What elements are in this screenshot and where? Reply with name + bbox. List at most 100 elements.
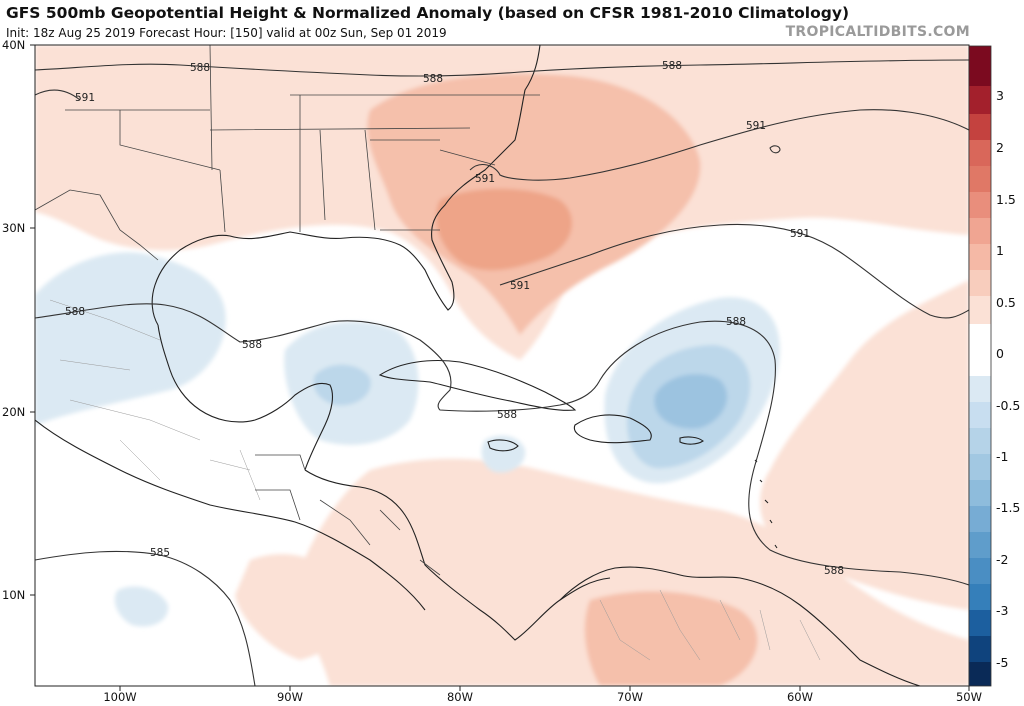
colorbar-label: -5 <box>996 655 1009 670</box>
lon-label: 50W <box>955 690 983 704</box>
warm-anomaly-caribbean <box>290 458 969 686</box>
south-america-borders <box>599 589 821 661</box>
us-state-lines <box>65 45 540 233</box>
colorbar <box>968 45 992 687</box>
colorbar-swatch <box>969 114 991 140</box>
colorbar-swatch <box>969 428 991 454</box>
colorbar-swatch <box>969 584 991 610</box>
lon-label: 60W <box>786 690 814 704</box>
colorbar-label: 1 <box>996 243 1004 258</box>
negative-anomaly-field <box>35 252 780 627</box>
contour-label: 588 <box>65 306 85 318</box>
contour-labels: 588 591 588 588 591 591 591 591 588 588 … <box>65 60 844 577</box>
colorbar-swatch <box>969 636 991 662</box>
mexico-pacific-coast <box>35 419 426 611</box>
central-america-borders <box>255 454 441 576</box>
us-mexico-border <box>35 189 159 261</box>
central-america-coast <box>304 469 611 641</box>
colorbar-label: 1.5 <box>996 192 1016 207</box>
lon-label: 80W <box>446 690 474 704</box>
contour-588-gulf <box>35 303 969 586</box>
colorbar-label: -1.5 <box>996 500 1021 515</box>
colorbar-swatch <box>969 218 991 244</box>
contour-588-north <box>35 59 969 77</box>
colorbar-swatch <box>969 166 991 192</box>
contour-label: 588 <box>242 339 262 351</box>
colorbar-label: 2 <box>996 140 1004 155</box>
mexico-state-lines <box>49 299 261 501</box>
contour-585-pacific <box>35 550 256 686</box>
colorbar-swatch <box>969 662 991 686</box>
contour-label: 591 <box>790 228 810 240</box>
warm-anomaly-pacific <box>235 554 353 660</box>
colorbar-label: -3 <box>996 603 1009 618</box>
lon-label: 100W <box>103 690 137 704</box>
colorbar-swatch <box>969 140 991 166</box>
colorbar-label: -0.5 <box>996 398 1021 413</box>
height-contours <box>35 59 969 686</box>
colorbar-label: 0.5 <box>996 295 1016 310</box>
colorbar-swatch <box>969 270 991 296</box>
contour-591-south <box>499 223 969 319</box>
colorbar-label: 3 <box>996 88 1004 103</box>
brand-watermark: TROPICALTIDBITS.COM <box>785 24 970 40</box>
cuba-outline <box>378 360 577 411</box>
colorbar-swatch <box>969 506 991 532</box>
contour-label: 591 <box>746 120 766 132</box>
colorbar-swatch <box>969 192 991 218</box>
us-gulf-atlantic-coast <box>151 45 541 326</box>
mexico-gulf-coast <box>157 324 334 471</box>
colorbar-swatch <box>969 402 991 428</box>
colorbar-frame <box>968 45 992 687</box>
positive-anomaly-field <box>35 45 969 686</box>
warm-anomaly-southamerica <box>584 591 758 686</box>
warm-anomaly-east <box>760 280 969 610</box>
lon-label: 70W <box>616 690 644 704</box>
contour-label: 588 <box>497 409 517 421</box>
contour-label: 588 <box>662 60 682 72</box>
cool-anomaly-pacific <box>114 586 169 627</box>
political-borders <box>35 45 821 661</box>
colorbar-label: -1 <box>996 449 1009 464</box>
lon-label: 90W <box>276 690 304 704</box>
contour-591-small <box>769 145 781 154</box>
hispaniola-outline <box>573 414 652 444</box>
jamaica-outline <box>487 439 519 452</box>
colorbar-swatch <box>969 46 991 86</box>
warm-anomaly-core <box>436 188 572 271</box>
contour-label: 591 <box>510 280 530 292</box>
lat-label: 30N <box>2 221 26 235</box>
map-area: 588 591 588 588 591 591 591 591 588 588 … <box>35 45 969 686</box>
south-america-coast <box>559 566 921 686</box>
lat-label: 40N <box>2 38 26 52</box>
contour-label: 585 <box>150 547 170 559</box>
puerto-rico-outline <box>679 436 704 445</box>
colorbar-swatch <box>969 324 991 376</box>
coastlines <box>35 45 921 686</box>
cool-anomaly-jamaica <box>481 435 526 473</box>
colorbar-swatch <box>969 610 991 636</box>
contour-591-north <box>35 89 969 181</box>
colorbar-swatch <box>969 86 991 114</box>
cool-anomaly-atlantic-core <box>654 374 728 429</box>
contour-label: 588 <box>726 316 746 328</box>
colorbar-swatch <box>969 532 991 558</box>
colorbar-swatch <box>969 558 991 584</box>
lat-label: 10N <box>2 588 26 602</box>
cool-anomaly-mexico <box>35 252 226 425</box>
cool-anomaly-gulf-core <box>313 364 371 406</box>
contour-label: 588 <box>190 62 210 74</box>
lat-label: 20N <box>2 405 26 419</box>
colorbar-label: 0 <box>996 346 1004 361</box>
contour-label: 591 <box>475 173 495 185</box>
map-title: GFS 500mb Geopotential Height & Normaliz… <box>6 4 850 22</box>
map-subtitle: Init: 18z Aug 25 2019 Forecast Hour: [15… <box>6 26 447 40</box>
colorbar-swatch <box>969 454 991 480</box>
contour-label: 591 <box>75 92 95 104</box>
colorbar-swatch <box>969 376 991 402</box>
axis-ticks <box>30 44 970 691</box>
colorbar-swatch <box>969 244 991 270</box>
contour-label: 588 <box>423 73 443 85</box>
contour-label: 588 <box>824 565 844 577</box>
